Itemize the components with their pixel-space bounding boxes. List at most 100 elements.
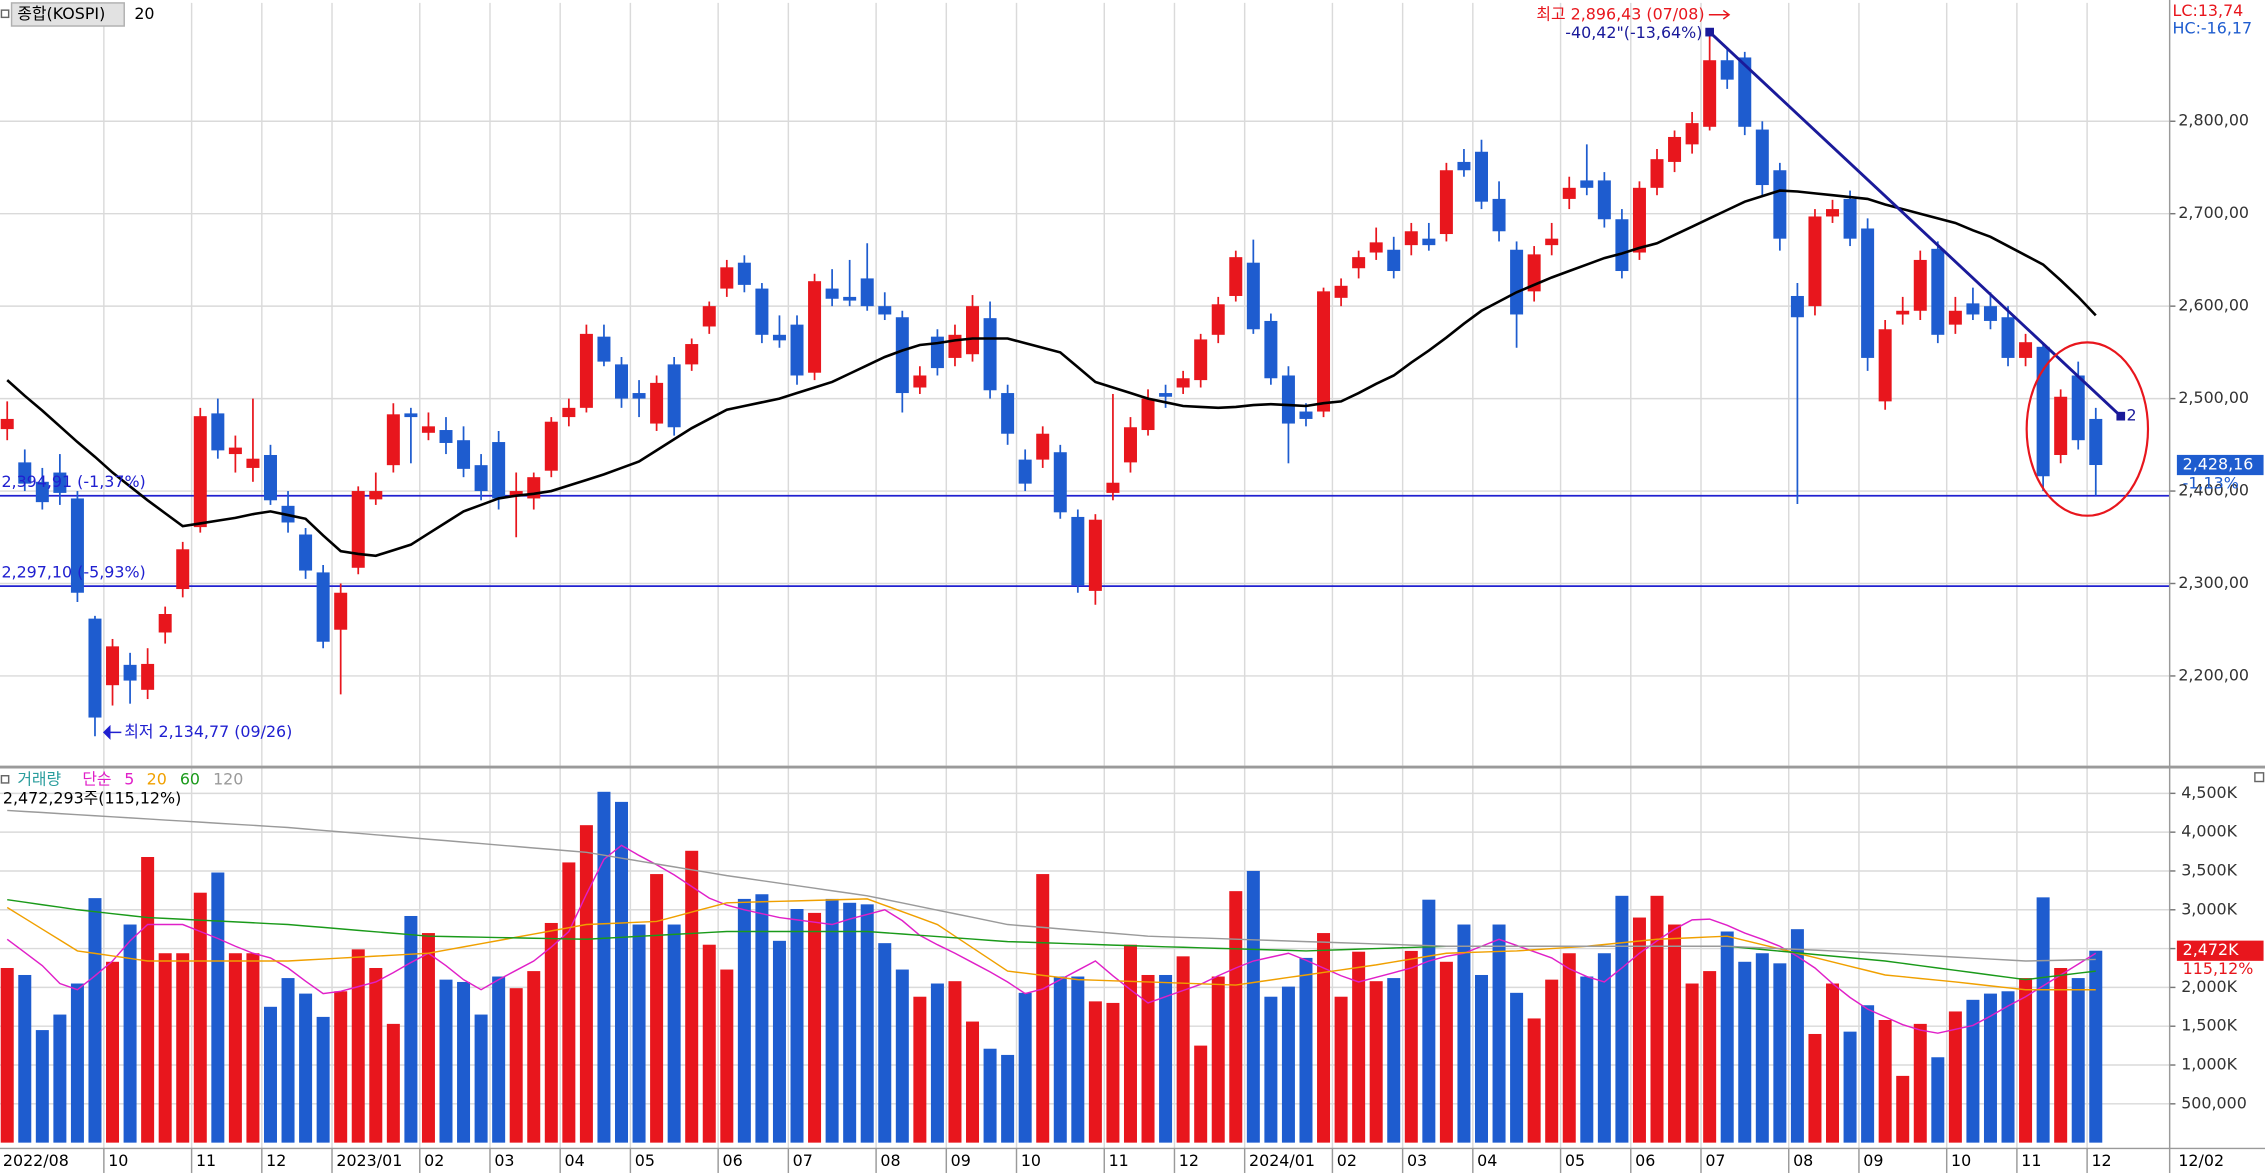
- candle-body: [1001, 393, 1015, 434]
- candle-body: [1983, 306, 1997, 321]
- volume-bar: [421, 933, 435, 1143]
- candle-body: [1246, 262, 1260, 330]
- volume-bar: [404, 915, 418, 1143]
- x-tick-label: 11: [2021, 1151, 2041, 1170]
- candle-body: [141, 663, 155, 690]
- x-tick-label: 10: [1951, 1151, 1971, 1170]
- candle-body: [1036, 433, 1050, 460]
- volume-bar: [597, 791, 611, 1143]
- volume-bar: [1826, 983, 1840, 1143]
- candle-body: [2019, 342, 2033, 358]
- y-tick-label: 2,800,00: [2178, 111, 2249, 130]
- candle-body: [1071, 516, 1085, 586]
- y-tick-label: 1,000K: [2181, 1055, 2237, 1074]
- volume-bar: [579, 825, 593, 1143]
- candle-body: [1720, 60, 1734, 80]
- volume-bar: [351, 949, 365, 1143]
- x-tick-label: 09: [951, 1151, 971, 1170]
- candle-body: [1545, 238, 1559, 246]
- candle-body: [667, 364, 681, 428]
- volume-bar: [1685, 983, 1699, 1143]
- candle-body: [70, 498, 84, 593]
- volume-bar: [2089, 950, 2103, 1143]
- candle-body: [860, 278, 874, 307]
- y-tick-label: 2,700,00: [2178, 203, 2249, 222]
- candle-body: [404, 413, 418, 418]
- volume-bar: [18, 974, 32, 1143]
- volume-ma: [7, 809, 2096, 962]
- candle-body: [1088, 519, 1102, 591]
- candle-body: [158, 614, 172, 633]
- x-tick-label: 11: [1109, 1151, 1129, 1170]
- volume-bar: [930, 983, 944, 1143]
- candle-body: [825, 288, 839, 299]
- x-tick-label: 12: [1179, 1151, 1199, 1170]
- candle-body: [808, 281, 822, 373]
- volume-bar: [878, 943, 892, 1143]
- trendline-marker-label: 2: [2127, 406, 2137, 425]
- candle-body: [123, 664, 137, 681]
- volume-bar: [685, 850, 699, 1143]
- volume-bar: [1632, 917, 1646, 1143]
- candle-body: [1861, 228, 1875, 358]
- x-tick-label: 05: [1565, 1151, 1585, 1170]
- volume-bar: [1703, 971, 1717, 1143]
- x-tick-label: 2023/01: [336, 1151, 402, 1170]
- candle-body: [334, 592, 348, 630]
- volume-bar: [772, 940, 786, 1143]
- ma-type: 단순: [82, 770, 111, 789]
- volume-bar: [1369, 981, 1383, 1143]
- candle-body: [1826, 209, 1840, 217]
- candle-body: [597, 336, 611, 362]
- volume-bar: [1106, 1002, 1120, 1143]
- volume-ma: [6, 844, 2097, 1034]
- candle-body: [263, 454, 277, 501]
- candle-body: [1106, 482, 1120, 493]
- volume-bar: [158, 953, 172, 1143]
- moving-average: [6, 189, 2097, 558]
- candle-body: [2089, 418, 2103, 466]
- candle-body: [1650, 159, 1664, 188]
- candle-body: [1018, 459, 1032, 484]
- volume-bar: [1141, 974, 1155, 1143]
- volume-bar: [1404, 950, 1418, 1143]
- x-tick-label: 07: [793, 1151, 813, 1170]
- last-price-label: 2,428,16: [2183, 455, 2254, 474]
- last-date: 12/02: [2178, 1151, 2224, 1170]
- x-tick-label: 03: [1407, 1151, 1427, 1170]
- y-tick-label: 1,500K: [2181, 1016, 2237, 1035]
- volume-bar: [948, 981, 962, 1143]
- volume-bar: [1264, 996, 1278, 1143]
- volume-bar: [386, 1023, 400, 1143]
- highlight-ellipse: [2025, 341, 2150, 517]
- volume-bar: [632, 924, 646, 1143]
- x-tick-label: 10: [108, 1151, 128, 1170]
- candle-body: [421, 426, 435, 433]
- candle-body: [299, 534, 313, 571]
- candle-body: [1299, 411, 1313, 419]
- candle-body: [1966, 303, 1980, 315]
- panel-close[interactable]: [2254, 772, 2265, 783]
- volume-bar: [1738, 961, 1752, 1143]
- volume-bar: [1457, 924, 1471, 1143]
- candle-body: [895, 317, 909, 394]
- candle-body: [386, 414, 400, 466]
- trendline-marker: [1705, 27, 1714, 37]
- trendline-label: -40,42"(-13,64%): [1565, 23, 1702, 42]
- volume-bar: [1088, 1001, 1102, 1143]
- panel-icon: [0, 9, 10, 19]
- volume-bar: [1580, 976, 1594, 1143]
- volume-bar: [1931, 1057, 1945, 1143]
- volume-bar: [123, 924, 137, 1143]
- volume-bar: [141, 856, 155, 1143]
- candle-body: [790, 324, 804, 376]
- volume-bar: [211, 872, 225, 1143]
- volume-bar: [2054, 967, 2068, 1143]
- volume-ma: [6, 898, 2096, 991]
- candle-body: [1738, 57, 1752, 127]
- candle-body: [650, 382, 664, 424]
- candle-body: [2036, 346, 2050, 477]
- volume-summary: 2,472,293주(115,12%): [3, 788, 181, 807]
- volume-bar: [1123, 944, 1137, 1143]
